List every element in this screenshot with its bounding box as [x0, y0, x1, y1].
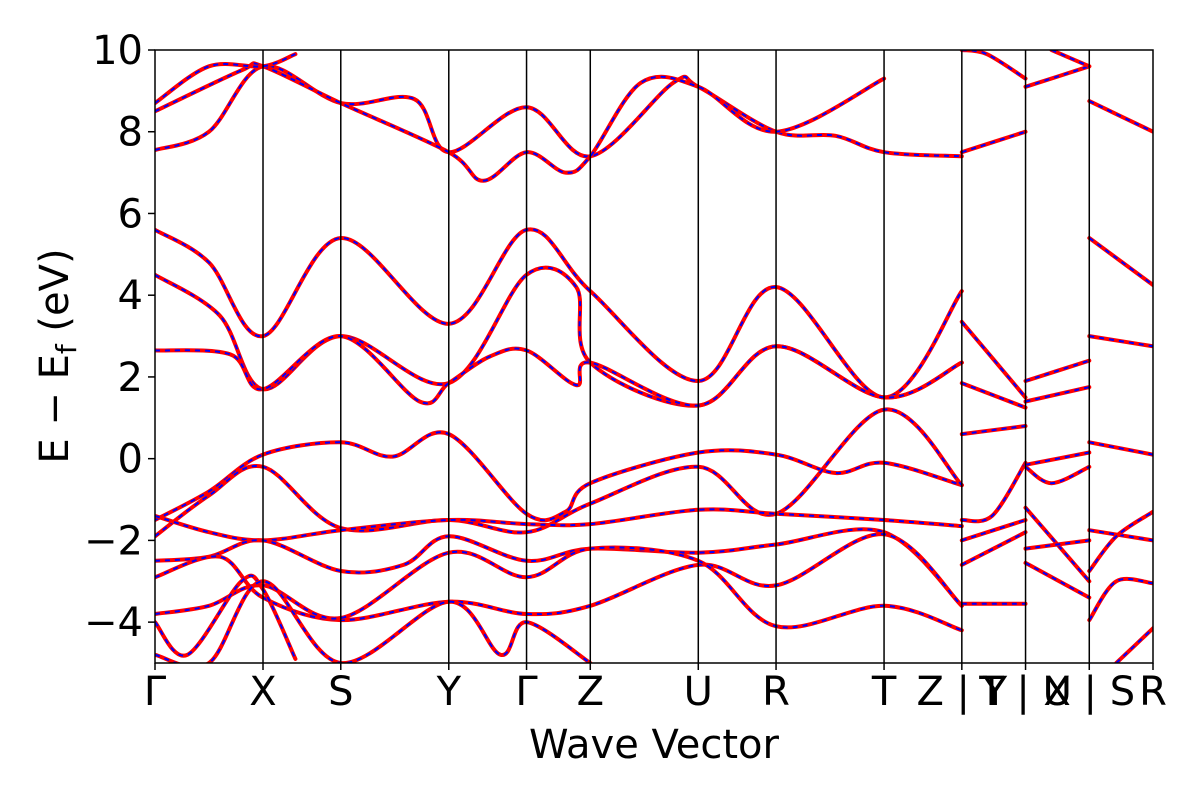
- band-overlay-39: [1115, 627, 1153, 663]
- band-overlay-16: [961, 425, 1026, 436]
- plot-frame: [154, 49, 1154, 664]
- band-overlay-12: [155, 574, 297, 660]
- x-axis-label: Wave Vector: [529, 722, 780, 768]
- x-tick-label-12: R: [1139, 669, 1167, 715]
- x-tick-label-3: Y: [436, 669, 462, 715]
- band-overlay-5: [155, 53, 296, 104]
- band-overlay-18: [961, 519, 1026, 542]
- band-overlay-26: [1024, 465, 1090, 485]
- band-overlay-30: [1025, 65, 1090, 88]
- y-tick-label-4: 2: [118, 355, 143, 401]
- band-overlay-6: [155, 431, 963, 522]
- band-overlay-15: [961, 382, 1026, 409]
- band-overlay-24: [1025, 386, 1090, 403]
- x-tick-label-7: R: [762, 669, 790, 715]
- x-tick-label-8: T: [871, 669, 897, 715]
- x-tick-label-2: S: [328, 669, 353, 715]
- band-overlay-33: [1088, 237, 1153, 286]
- band-overlay-36: [1089, 529, 1153, 542]
- y-tick-label-6: −2: [84, 518, 143, 564]
- y-axis-label: E − Ef (eV): [32, 248, 83, 463]
- band-overlay-21: [961, 50, 1027, 80]
- y-tick-label-5: 0: [118, 437, 143, 483]
- band-overlay-19: [961, 531, 1026, 566]
- band-overlay-28: [1025, 539, 1090, 550]
- band-overlay-31: [1051, 50, 1090, 68]
- x-tick-label-11: X | S: [1043, 669, 1135, 715]
- band-overlay-29: [1025, 562, 1090, 599]
- y-ticks: 10 8 6 4 2 0 −2 −4: [84, 28, 155, 646]
- band-overlay-17: [961, 462, 1027, 523]
- band-overlay-34: [1089, 335, 1153, 348]
- band-overlay-23: [1025, 359, 1090, 382]
- x-tick-label-10: T | U: [978, 669, 1072, 715]
- band-overlay-25: [1025, 451, 1090, 466]
- y-tick-label-0: 10: [92, 28, 143, 74]
- x-tick-label-1: X: [249, 669, 276, 715]
- x-tick-label-0: Γ: [144, 669, 167, 715]
- x-tick-label-9: Z | Y: [916, 669, 1007, 715]
- band-overlay-0: [155, 228, 963, 399]
- x-tick-label-6: U: [684, 669, 713, 715]
- band-overlay-14: [961, 321, 1027, 399]
- band-overlay-32: [1088, 100, 1153, 133]
- y-tick-label-1: 8: [118, 110, 143, 156]
- band-overlay-37: [1088, 510, 1153, 572]
- band-overlay-38: [1088, 577, 1153, 621]
- kpoint-lines: [262, 50, 1091, 663]
- y-tick-label-7: −4: [84, 600, 143, 646]
- band-overlay-35: [1089, 441, 1153, 456]
- band-line-3: [155, 64, 964, 159]
- x-tick-label-4: Γ: [515, 669, 538, 715]
- y-tick-label-2: 6: [118, 191, 143, 237]
- band-overlay-13: [155, 580, 591, 663]
- band-overlay-22: [961, 130, 1026, 154]
- x-tick-label-5: Z: [577, 669, 604, 715]
- y-tick-label-3: 4: [118, 273, 143, 319]
- band-overlay-27: [1024, 507, 1091, 582]
- band-overlay-10: [155, 533, 963, 622]
